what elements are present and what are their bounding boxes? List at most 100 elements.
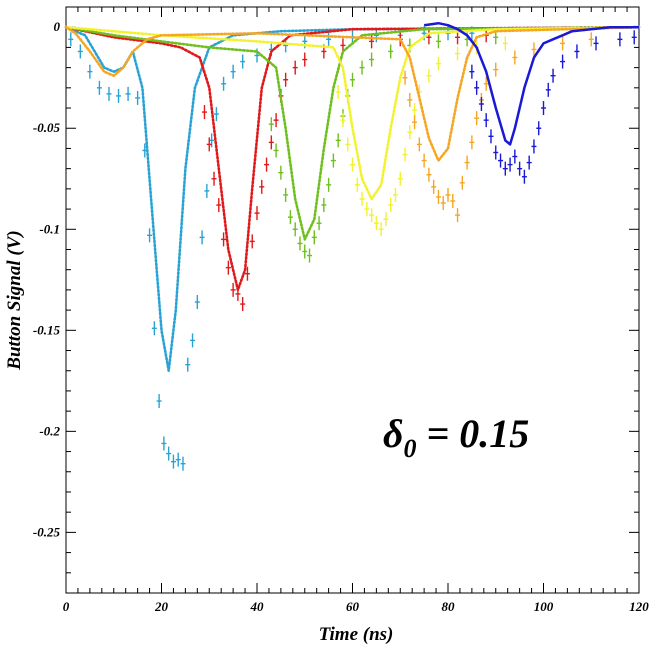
measured-point bbox=[180, 456, 186, 471]
measured-point bbox=[373, 216, 379, 231]
measured-point bbox=[307, 248, 313, 263]
measured-point bbox=[190, 333, 196, 348]
measured-point bbox=[330, 153, 336, 168]
delta-symbol: δ bbox=[383, 411, 404, 456]
measured-point bbox=[249, 234, 255, 249]
simulation-curve bbox=[64, 25, 641, 241]
delta-value: = 0.15 bbox=[417, 411, 530, 456]
measured-point bbox=[469, 135, 475, 150]
measured-point bbox=[512, 149, 518, 164]
measured-point bbox=[593, 36, 599, 51]
measured-point bbox=[68, 32, 74, 47]
measured-point bbox=[125, 86, 131, 101]
measured-point bbox=[206, 137, 212, 152]
x-tick-labels: 0 20 40 60 80 100 120 bbox=[63, 599, 650, 614]
measured-point bbox=[240, 54, 246, 69]
series-0 bbox=[64, 25, 641, 471]
measured-point bbox=[407, 92, 413, 107]
measured-point bbox=[392, 187, 398, 202]
measured-point bbox=[96, 80, 102, 95]
axis-ticks bbox=[65, 7, 640, 594]
measured-point bbox=[302, 244, 308, 259]
simulation-curve bbox=[64, 25, 641, 162]
measured-point bbox=[292, 222, 298, 237]
y-tick-labels: 0 -0.05 -0.1 -0.15 -0.2 -0.25 bbox=[33, 19, 61, 539]
measured-point bbox=[359, 191, 365, 206]
measured-point bbox=[369, 52, 375, 67]
measured-point bbox=[450, 193, 456, 208]
measured-point bbox=[87, 64, 93, 79]
measured-point bbox=[526, 155, 532, 170]
measured-point bbox=[225, 260, 231, 275]
measured-point bbox=[340, 113, 346, 128]
measured-point bbox=[106, 86, 112, 101]
measured-point bbox=[488, 129, 494, 144]
y-tick-label: -0.25 bbox=[33, 524, 61, 539]
measured-point bbox=[474, 111, 480, 126]
measured-point bbox=[297, 236, 303, 251]
measured-point bbox=[213, 107, 219, 122]
delta-annotation: δ0 = 0.15 bbox=[383, 411, 529, 463]
measured-point bbox=[287, 210, 293, 225]
measured-point bbox=[517, 161, 523, 176]
y-tick-label: -0.05 bbox=[33, 120, 61, 135]
measured-point bbox=[283, 187, 289, 202]
measured-point bbox=[502, 161, 508, 176]
measured-point bbox=[631, 30, 637, 45]
measured-point bbox=[426, 167, 432, 182]
measured-point bbox=[478, 96, 484, 111]
measured-point bbox=[326, 177, 332, 192]
measured-point bbox=[474, 80, 480, 95]
measured-point bbox=[235, 286, 241, 301]
measured-point bbox=[402, 70, 408, 85]
measured-point bbox=[335, 84, 341, 99]
measured-point bbox=[541, 101, 546, 116]
simulation-curve bbox=[64, 25, 641, 201]
measured-point bbox=[412, 115, 418, 130]
measured-point bbox=[268, 135, 274, 150]
measured-point bbox=[545, 82, 551, 97]
measured-point bbox=[455, 208, 461, 223]
measured-point bbox=[412, 103, 418, 118]
measured-point bbox=[278, 165, 284, 180]
x-tick-label: 0 bbox=[63, 599, 70, 614]
measured-point bbox=[116, 88, 122, 103]
series-5 bbox=[423, 21, 639, 184]
measured-point bbox=[273, 113, 279, 128]
measured-point bbox=[440, 196, 446, 211]
measured-point bbox=[493, 62, 499, 77]
measured-point bbox=[345, 137, 351, 152]
x-tick-label: 100 bbox=[534, 599, 554, 614]
measured-point bbox=[161, 436, 167, 451]
measured-point bbox=[435, 189, 441, 204]
measured-point bbox=[483, 76, 489, 91]
measured-point bbox=[426, 68, 432, 83]
y-tick-label: -0.1 bbox=[39, 221, 60, 236]
measured-point bbox=[531, 42, 537, 57]
measured-point bbox=[194, 295, 200, 310]
simulation-curve bbox=[64, 25, 641, 373]
measured-point bbox=[335, 133, 341, 148]
measured-point bbox=[455, 46, 461, 61]
measured-point bbox=[445, 187, 451, 202]
measured-point bbox=[364, 202, 370, 217]
measured-point bbox=[378, 222, 384, 237]
measured-point bbox=[283, 72, 289, 87]
measured-point bbox=[350, 157, 355, 172]
measured-point bbox=[354, 177, 360, 192]
measured-point bbox=[536, 121, 542, 136]
measured-point bbox=[617, 32, 623, 47]
y-tick-label: 0 bbox=[54, 19, 61, 34]
measured-point bbox=[316, 216, 322, 231]
plot-frame bbox=[65, 6, 640, 594]
measured-point bbox=[201, 105, 207, 120]
y-axis-label: Button Signal (V) bbox=[4, 230, 25, 370]
measured-point bbox=[507, 157, 513, 172]
measured-point bbox=[502, 36, 508, 51]
measured-point bbox=[151, 321, 157, 336]
measured-point bbox=[268, 117, 274, 132]
measured-point bbox=[512, 50, 518, 65]
measured-point bbox=[221, 232, 227, 247]
measured-point bbox=[204, 183, 210, 198]
measured-point bbox=[550, 68, 556, 83]
